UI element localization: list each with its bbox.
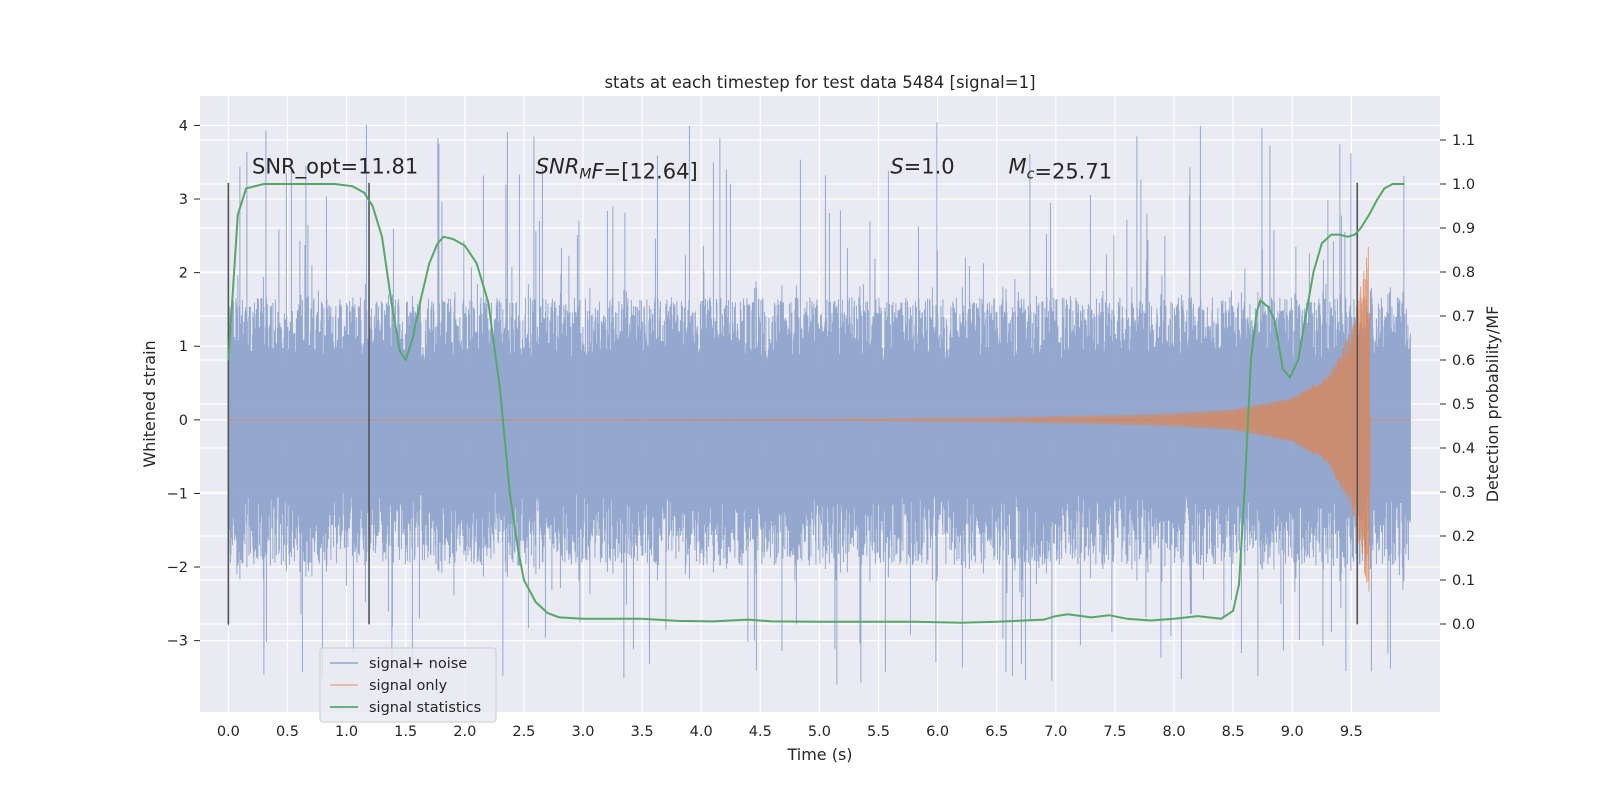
- y2-tick-label: 0.9: [1452, 221, 1475, 237]
- y2-tick-label: 0.7: [1452, 309, 1475, 325]
- y2-axis-label: Detection probability/MF: [1483, 306, 1502, 503]
- y2-tick-label: 0.0: [1452, 617, 1475, 633]
- x-tick-label: 4.0: [690, 724, 713, 740]
- y2-tick-label: 0.5: [1452, 397, 1475, 413]
- legend: signal+ noise signal only signal statist…: [319, 647, 497, 723]
- annotation-text: SNRMF=[12.64]: [536, 154, 698, 183]
- x-tick-label: 6.5: [985, 724, 1008, 740]
- x-tick-label: 8.0: [1163, 724, 1186, 740]
- y-axis-label: Whitened strain: [140, 340, 159, 467]
- legend-label-statistics: signal statistics: [369, 700, 481, 716]
- legend-label-noise: signal+ noise: [369, 656, 467, 672]
- statistics-line: [227, 183, 1405, 624]
- vertical-markers: [227, 182, 1359, 625]
- y-tick-label: −1: [167, 486, 188, 502]
- y-tick-label: 4: [179, 118, 188, 134]
- annotation-text: SNR_opt=11.81: [252, 154, 418, 179]
- legend-label-signal: signal only: [369, 678, 448, 694]
- y-tick-label: 2: [179, 266, 188, 282]
- x-tick-label: 9.5: [1340, 724, 1363, 740]
- y2-tick-label: 1.0: [1452, 177, 1475, 193]
- legend-box: [319, 647, 497, 723]
- y-tick-label: 3: [179, 192, 188, 208]
- x-tick-label: 8.5: [1222, 724, 1245, 740]
- x-axis-label: Time (s): [786, 745, 852, 764]
- x-tick-label: 5.5: [867, 724, 890, 740]
- axis-ticks: 0.0 0.5 1.0 1.5 2.0 2.5 3.0 3.5 4.0 4.5 5.0 5.5 6.0 6…: [167, 118, 1475, 740]
- y-tick-label: −2: [167, 560, 188, 576]
- y-tick-label: −3: [167, 634, 188, 650]
- x-tick-label: 2.5: [512, 724, 535, 740]
- signal-trace: [228, 246, 1411, 592]
- x-tick-label: 1.5: [394, 724, 417, 740]
- x-tick-label: 3.5: [631, 724, 654, 740]
- series-signal-statistics: [227, 183, 1405, 624]
- x-tick-label: 3.0: [571, 724, 594, 740]
- x-tick-label: 4.5: [749, 724, 772, 740]
- annotation-text: Mc=25.71: [1009, 154, 1113, 183]
- x-tick-label: 0.0: [217, 724, 240, 740]
- y2-tick-label: 0.8: [1452, 265, 1475, 281]
- y2-tick-label: 0.6: [1452, 353, 1475, 369]
- y-tick-label: 1: [179, 339, 188, 355]
- y2-tick-label: 0.4: [1452, 441, 1475, 457]
- x-tick-label: 7.5: [1103, 724, 1126, 740]
- series-signal-only: [228, 246, 1411, 592]
- y-tick-label: 0: [179, 413, 188, 429]
- chart-title: stats at each timestep for test data 548…: [604, 73, 1035, 92]
- x-tick-label: 7.0: [1044, 724, 1067, 740]
- x-tick-label: 9.0: [1281, 724, 1304, 740]
- x-tick-label: 1.0: [335, 724, 358, 740]
- x-tick-label: 2.0: [453, 724, 476, 740]
- y2-tick-label: 1.1: [1452, 133, 1475, 149]
- x-tick-label: 6.0: [926, 724, 949, 740]
- y2-tick-label: 0.2: [1452, 529, 1475, 545]
- annotations: SNR_opt=11.81 SNRMF=[12.64] S=1.0 Mc=25.71: [252, 154, 1112, 183]
- x-tick-label: 0.5: [276, 724, 299, 740]
- y2-tick-label: 0.1: [1452, 573, 1475, 589]
- x-tick-label: 5.0: [808, 724, 831, 740]
- annotation-text: S=1.0: [890, 154, 954, 178]
- y2-tick-label: 0.3: [1452, 485, 1475, 501]
